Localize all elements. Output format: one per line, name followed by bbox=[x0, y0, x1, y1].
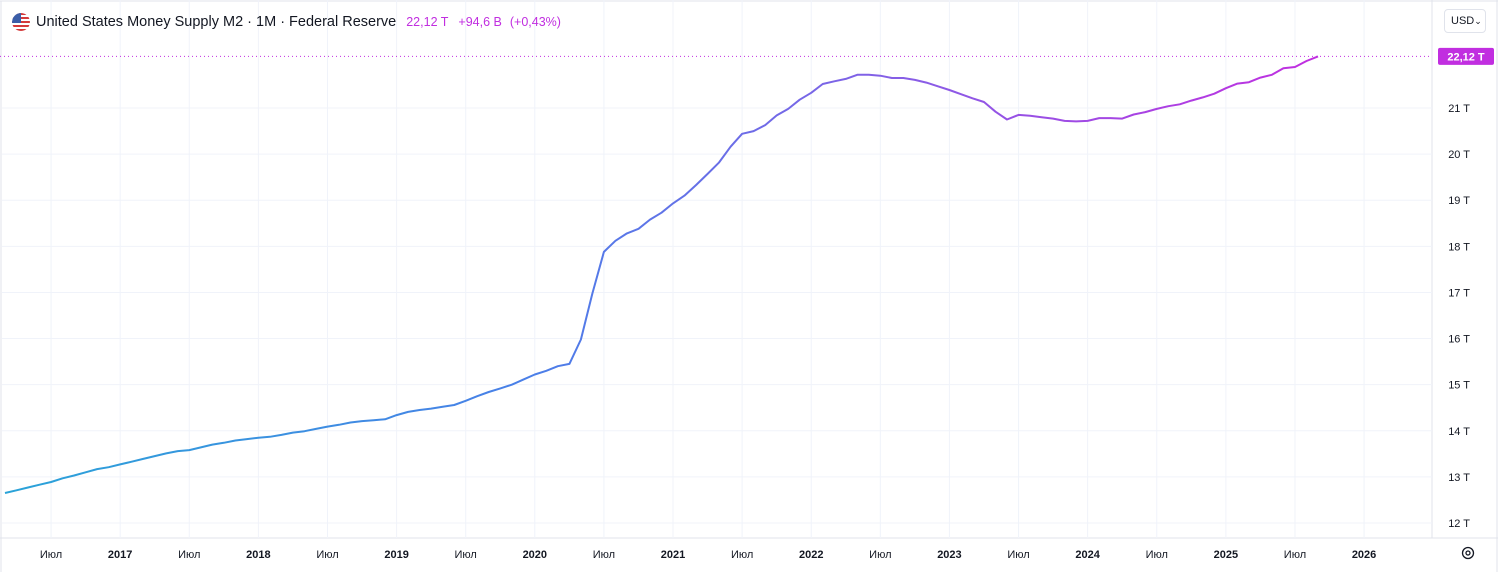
x-tick-label: 2020 bbox=[523, 549, 547, 561]
series-line bbox=[4, 55, 1319, 494]
currency-label: USD bbox=[1451, 15, 1475, 27]
x-axis: Июл 2017 Июл 2018 Июл 2019 Июл 2020 Июл 2021 Июл 20… bbox=[40, 549, 1376, 561]
chart-title: United States Money Supply M2 · 1M · Fed… bbox=[36, 14, 397, 30]
x-tick-label: Июл bbox=[593, 549, 615, 561]
y-tick-label: 21 T bbox=[1448, 103, 1470, 115]
y-tick-label: 12 T bbox=[1448, 518, 1470, 530]
x-tick-label: Июл bbox=[178, 549, 200, 561]
x-tick-label: Июл bbox=[1146, 549, 1168, 561]
currency-select[interactable]: USD ⌄ bbox=[1444, 9, 1486, 33]
y-tick-label: 18 T bbox=[1448, 241, 1470, 253]
last-value-label: 22,12 T bbox=[1447, 51, 1485, 63]
x-tick-label: 2024 bbox=[1075, 549, 1100, 561]
x-tick-label: 2019 bbox=[384, 549, 408, 561]
x-tick-label: Июл bbox=[316, 549, 338, 561]
last-value-label-box bbox=[1438, 47, 1494, 65]
x-tick-label: Июл bbox=[731, 549, 753, 561]
x-tick-label: 2022 bbox=[799, 549, 823, 561]
y-tick-label: 15 T bbox=[1448, 380, 1470, 392]
y-axis: 12 T 13 T 14 T 15 T 16 T 17 T 18 T 19 T 20 T 21 T bbox=[1448, 103, 1470, 530]
x-tick-label: Июл bbox=[1284, 549, 1306, 561]
y-tick-label: 16 T bbox=[1448, 334, 1470, 346]
x-tick-label: 2023 bbox=[937, 549, 961, 561]
x-tick-label: 2021 bbox=[661, 549, 685, 561]
x-tick-label: 2026 bbox=[1352, 549, 1376, 561]
us-flag-icon bbox=[12, 13, 30, 31]
series-line-group bbox=[4, 55, 1319, 494]
x-tick-label: 2025 bbox=[1214, 549, 1238, 561]
y-tick-label: 13 T bbox=[1448, 472, 1470, 484]
y-tick-label: 20 T bbox=[1448, 149, 1470, 161]
change-percent: (+0,43%) bbox=[509, 15, 561, 29]
current-value: 22,12 T bbox=[406, 15, 449, 29]
chevron-down-icon: ⌄ bbox=[1474, 15, 1482, 26]
x-tick-label: Июл bbox=[1007, 549, 1029, 561]
gear-icon[interactable] bbox=[1460, 545, 1476, 561]
x-tick-label: Июл bbox=[869, 549, 891, 561]
x-tick-label: 2018 bbox=[246, 549, 270, 561]
y-tick-label: 19 T bbox=[1448, 195, 1470, 207]
x-tick-label: Июл bbox=[40, 549, 62, 561]
y-tick-label: 17 T bbox=[1448, 287, 1470, 299]
change-value: +94,6 B bbox=[458, 15, 502, 29]
x-tick-label: Июл bbox=[455, 549, 477, 561]
y-tick-label: 14 T bbox=[1448, 426, 1470, 438]
last-value-marker: 22,12 T bbox=[0, 47, 1494, 65]
grid-lines bbox=[2, 0, 1432, 538]
chart-legend[interactable]: United States Money Supply M2 · 1M · Fed… bbox=[12, 11, 561, 33]
x-tick-label: 2017 bbox=[108, 549, 132, 561]
